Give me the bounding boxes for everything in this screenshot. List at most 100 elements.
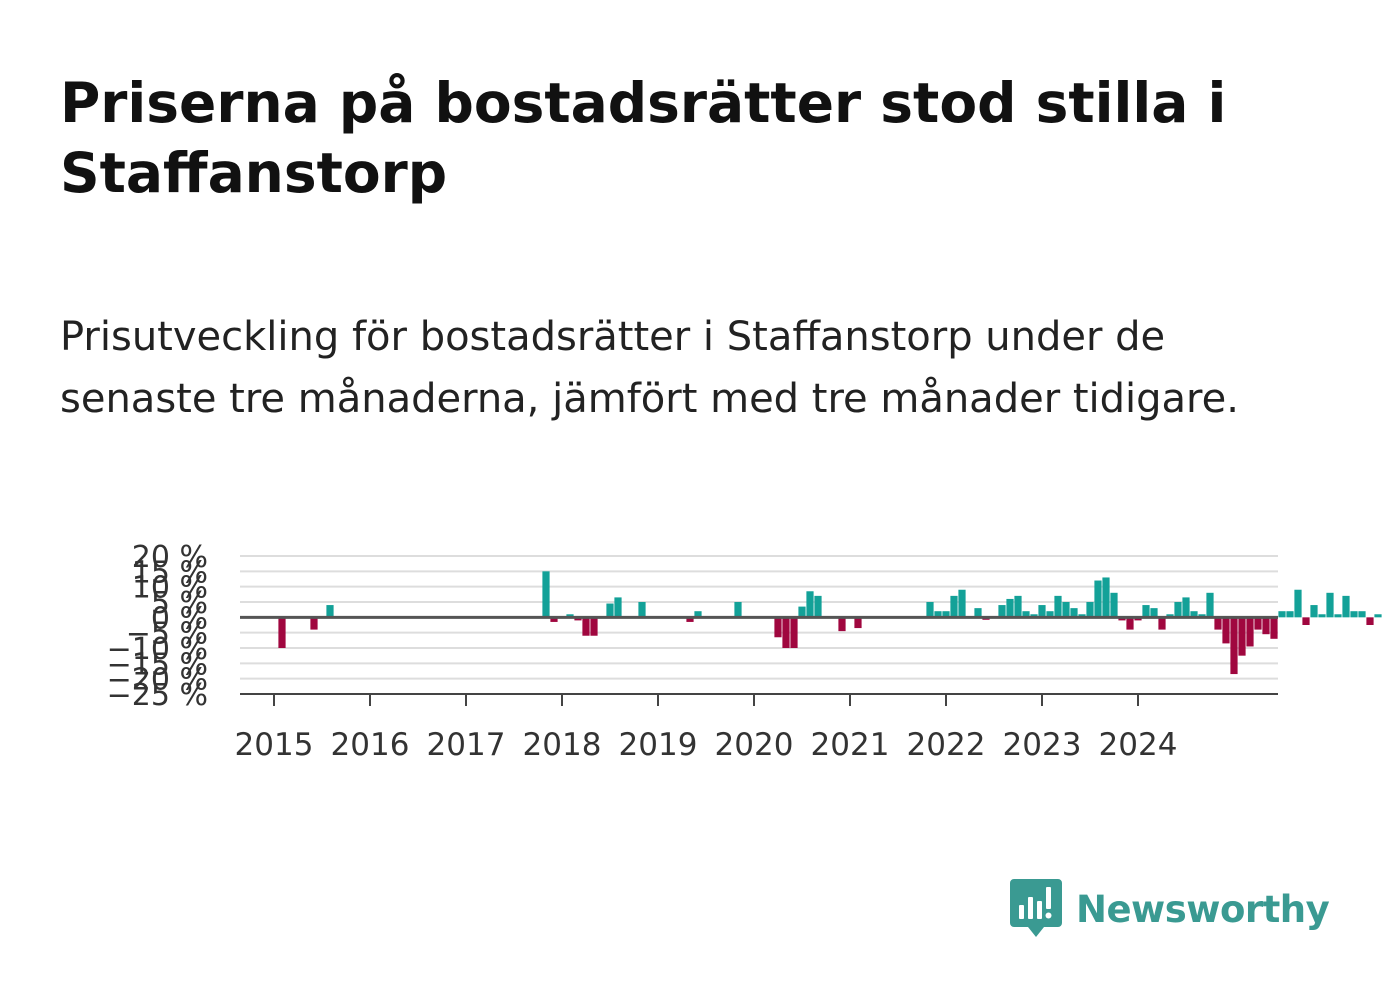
bar: [854, 617, 862, 629]
bar: [1262, 617, 1270, 635]
bar: [1278, 611, 1286, 618]
bar: [1166, 614, 1174, 618]
y-tick-label: −20 %: [107, 663, 208, 698]
bar: [694, 611, 702, 618]
x-tick-label: 2017: [427, 727, 506, 763]
bar: [1110, 592, 1118, 618]
bar: [782, 617, 790, 648]
bar: [1198, 614, 1206, 618]
bar: [934, 611, 942, 618]
bar: [550, 617, 558, 622]
x-tick-label: 2015: [235, 727, 314, 763]
bar: [278, 617, 286, 648]
y-tick-label: −5 %: [126, 617, 208, 652]
x-tick-label: 2022: [907, 727, 986, 763]
bar: [1310, 605, 1318, 618]
bar: [1254, 617, 1262, 630]
bar: [542, 571, 550, 618]
bar: [1142, 605, 1150, 618]
bar: [590, 617, 598, 636]
bar: [926, 602, 934, 618]
bar: [1086, 602, 1094, 618]
bar: [958, 589, 966, 618]
bar: [1118, 617, 1126, 621]
bar: [1078, 614, 1086, 618]
bar: [1134, 617, 1142, 621]
bar: [1126, 617, 1134, 630]
bar: [1150, 608, 1158, 618]
bar: [1302, 617, 1310, 625]
bar: [1374, 614, 1382, 618]
bar: [1182, 597, 1190, 618]
bar: [806, 591, 814, 618]
bar: [614, 597, 622, 618]
bar: [1046, 611, 1054, 618]
y-tick-label: 5 %: [151, 586, 208, 621]
y-tick-label: −10 %: [107, 632, 208, 667]
bar: [1294, 589, 1302, 618]
brand-name: Newsworthy: [1076, 887, 1330, 931]
bar: [1246, 617, 1254, 647]
axes: [240, 615, 1278, 695]
chart-title: Priserna på bostadsrätter stod stilla i …: [60, 71, 1227, 205]
bar: [998, 605, 1006, 618]
bar: [1318, 614, 1326, 618]
bar: [686, 617, 694, 622]
bar: [1230, 617, 1238, 675]
bar: [582, 617, 590, 636]
bar: [310, 617, 318, 630]
bar: [838, 617, 846, 632]
bar: [1334, 614, 1342, 618]
y-tick-label: 0 %: [151, 601, 208, 636]
bar: [1238, 617, 1246, 656]
bar: [734, 602, 742, 618]
bar: [1366, 617, 1374, 625]
bar: [1070, 608, 1078, 618]
y-tick-label: −15 %: [107, 647, 208, 682]
bar: [1222, 617, 1230, 644]
bar: [638, 602, 646, 618]
x-tick-label: 2018: [523, 727, 602, 763]
bar: [1350, 611, 1358, 618]
y-tick-label: 20 %: [132, 540, 208, 575]
bar: [1030, 614, 1038, 618]
bar: [1022, 611, 1030, 618]
x-axis-labels: 2015 2016 2017 2018 2019 2020 2021 2022 2023 2024: [235, 694, 1177, 763]
x-tick-label: 2019: [619, 727, 698, 763]
chart-subtitle: Prisutveckling för bostadsrätter i Staff…: [60, 314, 1239, 422]
bar: [798, 606, 806, 618]
newsworthy-brand: Newsworthy: [1010, 878, 1330, 940]
y-tick-label: 10 %: [132, 571, 208, 606]
x-tick-label: 2020: [715, 727, 794, 763]
bar: [1190, 611, 1198, 618]
bar: [1054, 595, 1062, 618]
bar: [774, 617, 782, 638]
bar: [1206, 592, 1214, 618]
bar: [1174, 602, 1182, 618]
bar: [1006, 598, 1014, 618]
x-tick-label: 2016: [331, 727, 410, 763]
bar: [574, 617, 582, 621]
y-tick-label: −25 %: [107, 678, 208, 713]
x-tick-label: 2023: [1003, 727, 1082, 763]
bar: [1214, 617, 1222, 630]
bar: [1102, 577, 1110, 618]
bar: [1062, 602, 1070, 618]
bar: [326, 605, 334, 618]
bar: [1342, 595, 1350, 618]
bar: [942, 611, 950, 618]
bar: [1014, 595, 1022, 618]
bar: [1038, 605, 1046, 618]
y-tick-label: 15 %: [132, 555, 208, 590]
bars: [278, 571, 1382, 675]
newsworthy-logo-icon: [1010, 879, 1062, 937]
bar: [1326, 592, 1334, 618]
y-axis-labels: 20 %15 %10 %5 %0 %−5 %−10 %−15 %−20 %−25…: [107, 540, 208, 713]
bar: [606, 603, 614, 618]
x-tick-label: 2021: [811, 727, 890, 763]
bar: [950, 595, 958, 618]
bar: [1158, 617, 1166, 630]
bar: [1286, 611, 1294, 618]
bar: [814, 595, 822, 618]
